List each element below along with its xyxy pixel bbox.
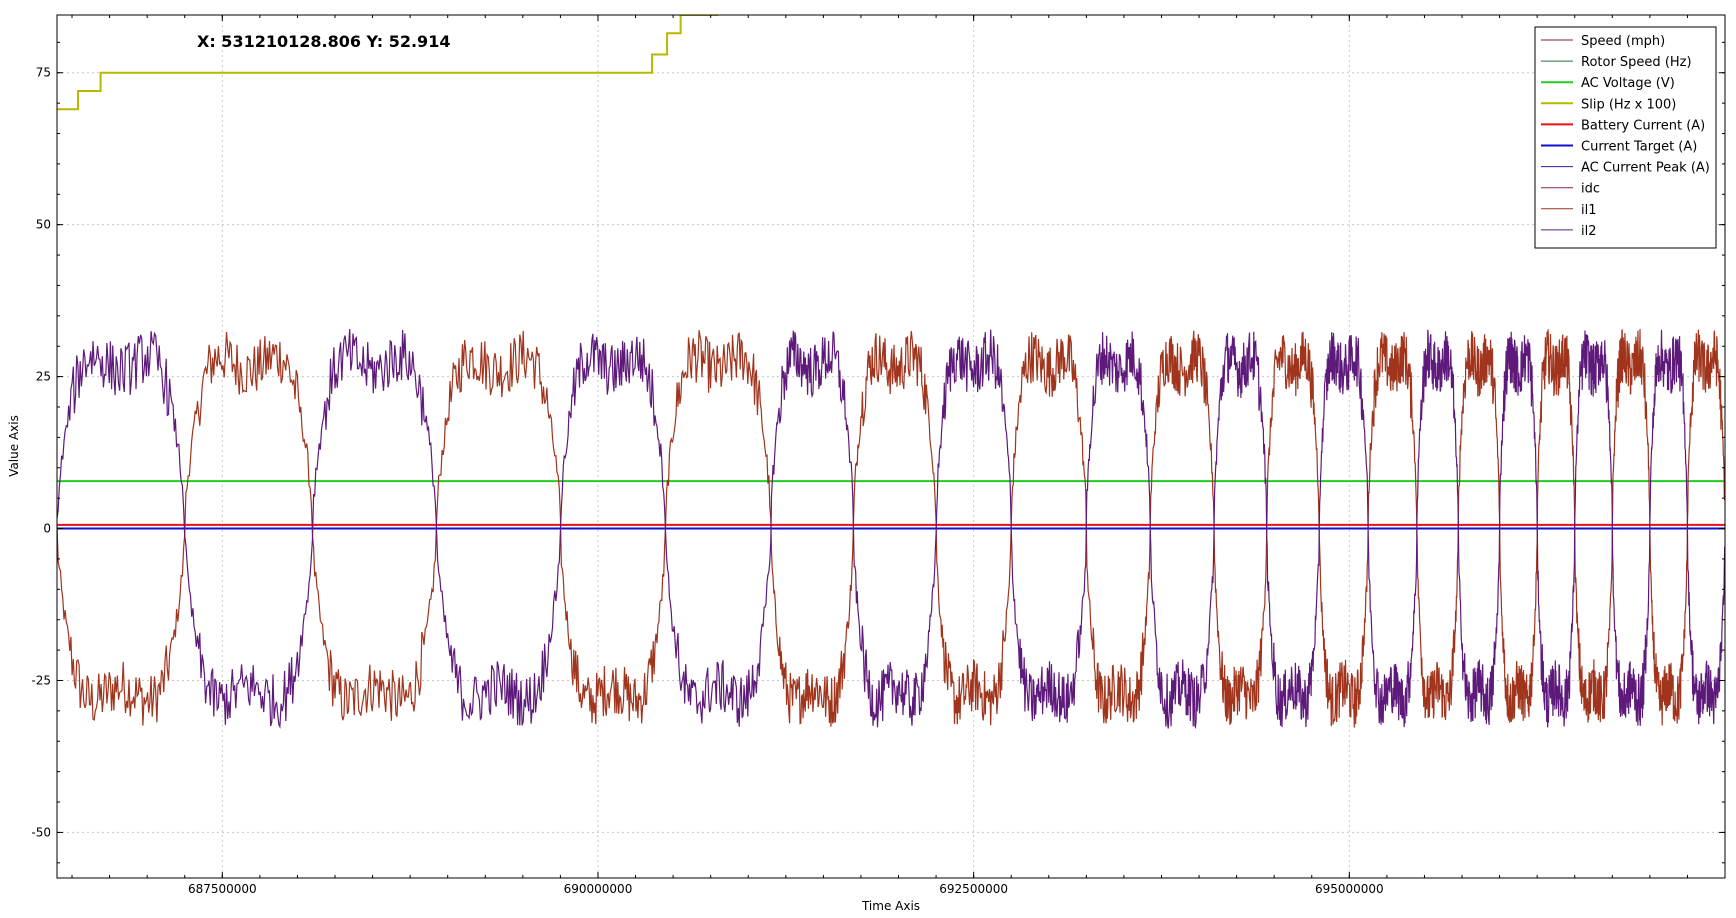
y-tick-label: 75 <box>36 66 51 80</box>
cursor-readout: X: 531210128.806 Y: 52.914 <box>197 32 450 51</box>
x-tick-label: 695000000 <box>1315 882 1384 896</box>
plot-area <box>57 15 1725 730</box>
y-tick-label: -25 <box>31 673 51 687</box>
legend-label-current-target-a: Current Target (A) <box>1581 140 1697 155</box>
y-tick-label: -50 <box>31 825 51 839</box>
legend-label-battery-current-a: Battery Current (A) <box>1581 118 1705 133</box>
x-axis-title: Time Axis <box>861 899 920 913</box>
x-tick-label: 692500000 <box>939 882 1008 896</box>
legend-label-ac-current-peak-a: AC Current Peak (A) <box>1581 161 1710 176</box>
y-axis-title: Value Axis <box>7 415 21 477</box>
legend-label-il1: il1 <box>1581 203 1597 218</box>
y-tick-label: 50 <box>36 218 51 232</box>
plot-frame <box>56 14 1726 879</box>
ticks: 687500000 690000000 692500000 695000000 -50 -… <box>31 15 1726 896</box>
y-tick-label: 0 <box>43 522 51 536</box>
x-tick-label: 690000000 <box>564 882 633 896</box>
legend-label-slip-hz-x-100: Slip (Hz x 100) <box>1581 97 1676 112</box>
series-slip-hz-x-100 <box>57 15 719 111</box>
legend-label-idc: idc <box>1581 182 1600 197</box>
legend-label-rotor-speed-hz: Rotor Speed (Hz) <box>1581 55 1692 70</box>
legend: Speed (mph) Rotor Speed (Hz) AC Voltage (V… <box>1534 26 1717 249</box>
series-il2 <box>57 329 1725 730</box>
x-tick-label: 687500000 <box>188 882 257 896</box>
legend-box <box>1534 26 1717 249</box>
legend-label-speed-mph: Speed (mph) <box>1581 34 1665 49</box>
y-tick-label: 25 <box>36 370 51 384</box>
legend-label-il2: il2 <box>1581 224 1597 239</box>
legend-label-ac-voltage-v: AC Voltage (V) <box>1581 76 1675 91</box>
series-layer <box>57 15 1725 730</box>
